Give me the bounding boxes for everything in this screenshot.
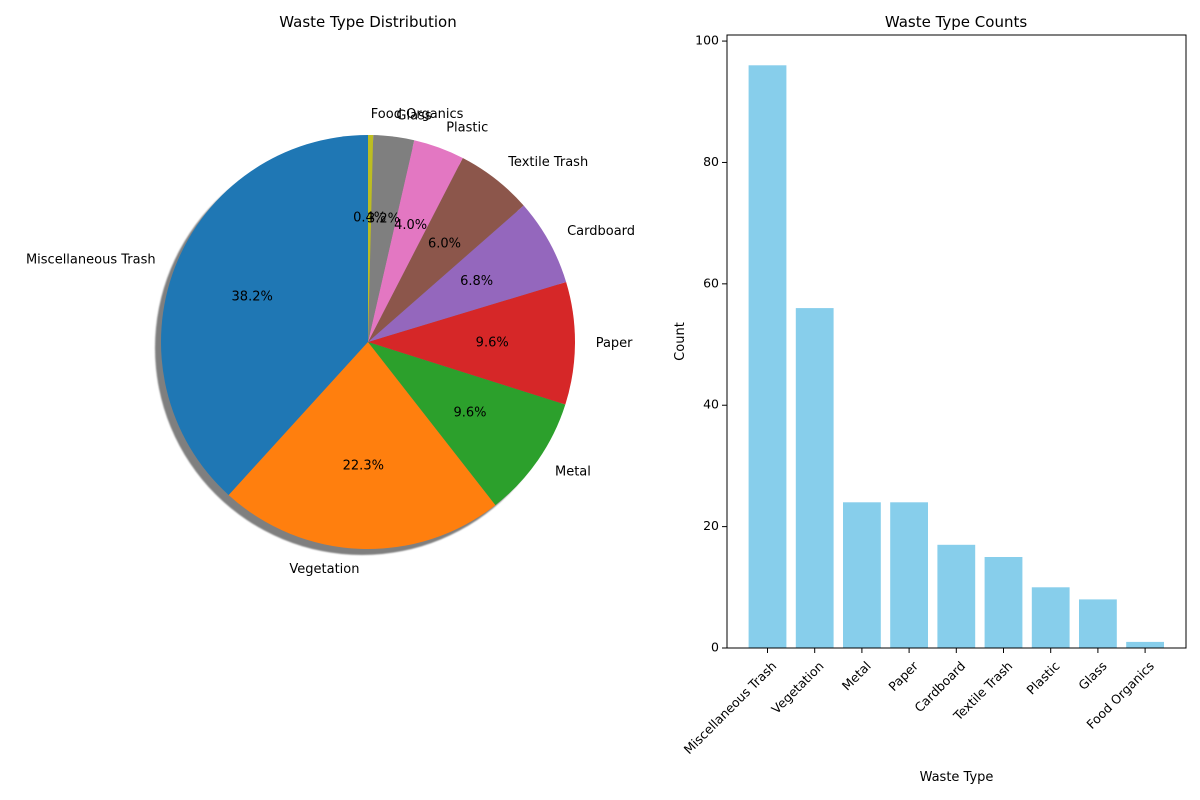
x-tick-label-miscellaneous-trash: Miscellaneous Trash: [681, 658, 780, 757]
pie-labels: Miscellaneous Trash Vegetation Metal Paper C…: [26, 107, 635, 577]
bar-paper: [890, 502, 928, 648]
x-tick-label-paper: Paper: [885, 658, 921, 694]
x-axis-label: Waste Type: [920, 770, 994, 785]
pie-pct-food-organics: 0.4%: [353, 210, 386, 225]
pie-pct-miscellaneous-trash: 38.2%: [232, 290, 273, 305]
bar-food-organics: [1126, 641, 1164, 648]
bars: [748, 65, 1164, 649]
bar-plastic: [1031, 587, 1070, 648]
pie-slice-miscellaneous-trash: [160, 135, 368, 496]
axes-frame: [726, 34, 1187, 649]
pie-slice-plastic: [368, 140, 463, 342]
pie-slices: [160, 134, 575, 549]
pie-slice-paper: [368, 281, 575, 405]
y-tick-label: 80: [703, 154, 719, 169]
x-tick-label-plastic: Plastic: [1023, 658, 1062, 697]
pie-pct-textile-trash: 6.0%: [428, 237, 461, 252]
x-tick-label-metal: Metal: [839, 658, 874, 693]
pie-pct-glass: 3.2%: [367, 211, 400, 226]
pie-pct-plastic: 4.0%: [394, 218, 427, 233]
x-tick-label-glass: Glass: [1075, 658, 1110, 693]
bar-glass: [1079, 599, 1117, 648]
bar-chart: Waste Type Counts 0 20 40 60 80 100 Miscellan…: [673, 13, 1187, 785]
bar-metal: [843, 502, 881, 648]
pie-label-textile-trash: Textile Trash: [507, 155, 588, 170]
bar-title: Waste Type Counts: [885, 13, 1028, 31]
pie-pct-cardboard: 6.8%: [460, 274, 493, 289]
y-tick-label: 20: [703, 518, 719, 533]
pie-slice-vegetation: [228, 342, 496, 549]
y-tick-label: 60: [703, 275, 719, 290]
pie-label-plastic: Plastic: [446, 121, 488, 136]
y-axis-ticks: 0 20 40 60 80 100: [695, 33, 727, 655]
y-axis-label: Count: [673, 322, 688, 361]
pie-chart: Waste Type Distribution Miscellaneous Tr…: [26, 13, 635, 577]
pie-slice-food-organics: [368, 134, 374, 342]
pie-slice-textile-trash: [368, 157, 524, 342]
bar-textile-trash: [984, 557, 1023, 648]
pie-label-miscellaneous-trash: Miscellaneous Trash: [26, 252, 156, 267]
pie-slice-cardboard: [368, 205, 567, 342]
y-tick-label: 0: [711, 640, 719, 655]
bar-miscellaneous-trash: [748, 65, 787, 649]
y-tick-label: 40: [703, 397, 719, 412]
pie-slice-glass: [368, 135, 415, 342]
bar-cardboard: [937, 544, 976, 648]
pie-label-food-organics: Food Organics: [371, 107, 464, 122]
pie-label-vegetation: Vegetation: [289, 562, 359, 577]
pie-slice-metal: [368, 342, 566, 506]
bar-vegetation: [795, 308, 834, 648]
pie-label-glass: Glass: [396, 109, 431, 124]
pie-label-paper: Paper: [596, 336, 633, 351]
pie-percent-labels: 38.2% 22.3% 9.6% 9.6% 6.8% 6.0%4.0%3.2%0.4%: [232, 210, 509, 473]
pie-pct-metal: 9.6%: [453, 405, 486, 420]
pie-pct-paper: 9.6%: [476, 335, 509, 350]
y-tick-label: 100: [695, 33, 719, 48]
pie-title: Waste Type Distribution: [279, 13, 457, 31]
pie-label-metal: Metal: [555, 464, 591, 479]
pie-pct-vegetation: 22.3%: [343, 459, 384, 474]
pie-label-cardboard: Cardboard: [567, 224, 635, 239]
